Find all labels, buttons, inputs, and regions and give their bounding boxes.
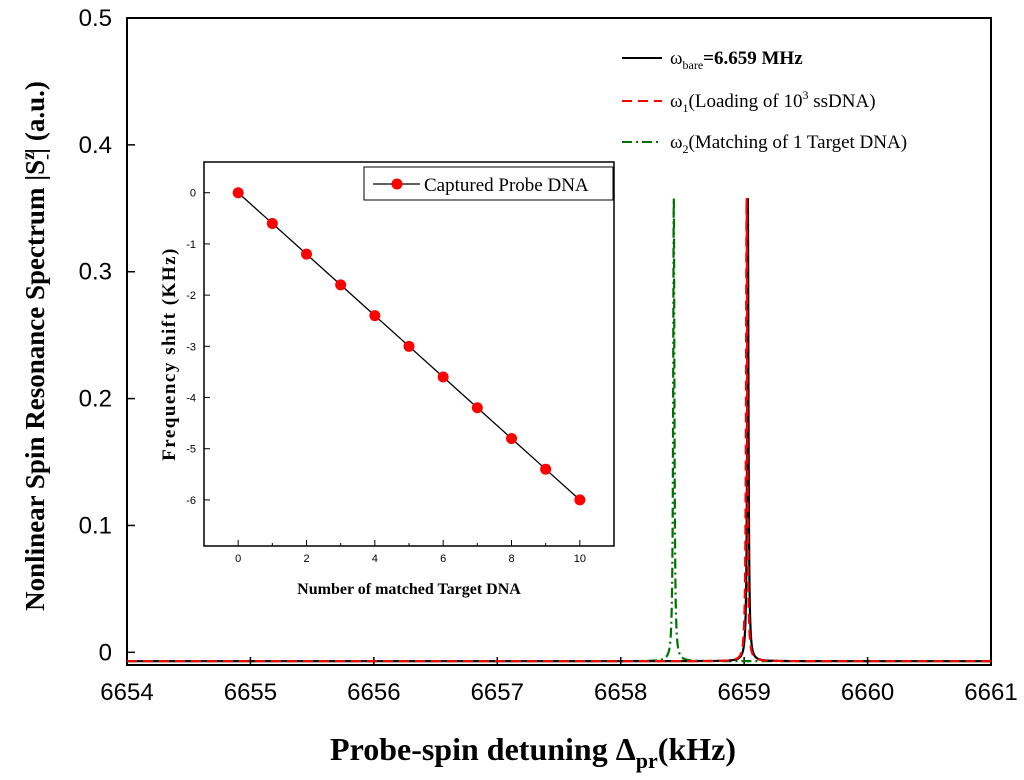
main-y-tick-label: 0.2 <box>79 386 112 413</box>
main-x-tick-label: 6661 <box>964 679 1017 706</box>
inset-y-tick-label: -4 <box>186 393 196 405</box>
main-y-tick-label: 0.3 <box>79 259 112 286</box>
main-x-tick-label: 6656 <box>347 679 400 706</box>
main-y-axis-label: Nonlinear Spin Resonance Spectrum |Sz-| … <box>18 81 56 611</box>
legend-label-omega1: ω1(Loading of 103 ssDNA) <box>670 88 876 115</box>
main-x-tick-label: 6655 <box>224 679 277 706</box>
inset-x-tick-label: 8 <box>508 553 514 565</box>
main-y-tick-label: 0.5 <box>79 5 112 32</box>
main-series-group <box>127 198 991 663</box>
inset-series-group <box>232 187 586 506</box>
main-x-tick-label: 6657 <box>471 679 524 706</box>
main-y-tick-label: 0.4 <box>79 132 112 159</box>
inset-x-tick-label: 2 <box>303 553 309 565</box>
main-y-tick-label: 0.1 <box>79 512 112 539</box>
inset-x-tick-label: 6 <box>440 553 446 565</box>
main-axis-ticks: 6654 6655 6656 6657 6658 6659 6660 6661 0 0.1 0.2 0… <box>79 5 1018 706</box>
inset-chart: 0 2 4 6 8 100-1-2-3-4-5-6 Captured Probe DNA … <box>159 161 615 598</box>
inset-x-axis-label: Number of matched Target DNA <box>297 581 521 598</box>
inset-axis-ticks: 0 2 4 6 8 10 0 -1 -2 -3 -4 -5 -6 <box>186 188 586 565</box>
legend-label-omega2: ω2(Matching of 1 Target DNA) <box>670 132 907 156</box>
series-line-omega1 <box>127 198 991 663</box>
inset-y-axis-label: Frequency shift (KHz) <box>159 247 180 461</box>
inset-data-point <box>301 248 312 260</box>
inset-data-point <box>369 310 381 322</box>
inset-y-tick-label: -6 <box>186 495 196 507</box>
main-x-axis-label: Probe-spin detuning Δpr(kHz) <box>330 731 736 773</box>
inset-data-point <box>540 463 552 475</box>
inset-data-point <box>574 494 586 506</box>
inset-data-point <box>232 187 244 199</box>
inset-legend: Captured Probe DNA <box>363 166 614 201</box>
inset-y-tick-label: -5 <box>186 444 196 456</box>
main-plot-frame <box>126 17 992 666</box>
inset-x-tick-label: 10 <box>574 553 586 565</box>
inset-legend-label: Captured Probe DNA <box>424 175 589 196</box>
inset-x-tick-label: 4 <box>372 553 378 565</box>
main-x-tick-label: 6654 <box>100 679 153 706</box>
main-x-tick-label: 6658 <box>594 679 647 706</box>
main-y-tick-label: 0 <box>99 639 112 666</box>
inset-y-tick-label: -2 <box>186 290 196 302</box>
inset-data-point <box>335 279 347 291</box>
inset-y-tick-label: -1 <box>186 239 196 251</box>
main-x-tick-label: 6659 <box>717 679 770 706</box>
inset-plot-frame <box>203 161 615 547</box>
inset-data-point <box>403 340 415 352</box>
main-x-tick-label: 6660 <box>841 679 894 706</box>
main-legend: ωbare=6.659 MHz ω1(Loading of 103 ssDNA)… <box>622 48 907 156</box>
inset-data-point <box>437 371 449 383</box>
legend-label-bare: ωbare=6.659 MHz <box>670 48 803 72</box>
inset-x-tick-label: 0 <box>235 553 241 565</box>
inset-data-point <box>506 432 517 444</box>
inset-legend-marker <box>391 178 403 190</box>
inset-y-tick-label: -3 <box>186 341 196 353</box>
inset-data-point <box>471 402 483 414</box>
inset-y-tick-label: 0 <box>190 188 196 200</box>
inset-data-point <box>266 217 278 229</box>
